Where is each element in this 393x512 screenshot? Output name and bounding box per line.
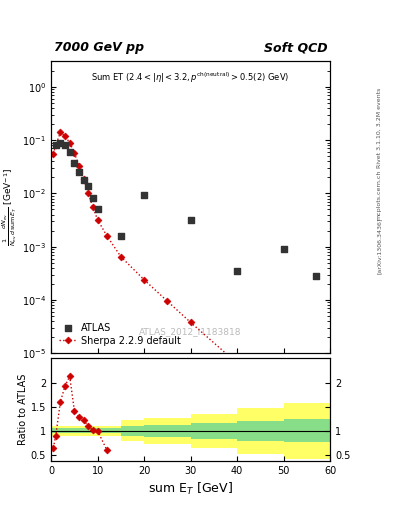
Sherpa 2.2.9 default <box>235 360 239 366</box>
X-axis label: sum E$_T$ [GeV]: sum E$_T$ [GeV] <box>148 481 233 497</box>
Text: mcplots.cern.ch: mcplots.cern.ch <box>377 169 382 220</box>
Text: Soft QCD: Soft QCD <box>264 41 327 54</box>
Sherpa 2.2.9 default <box>281 394 286 400</box>
ATLAS <box>62 141 68 149</box>
ATLAS <box>81 176 87 184</box>
Sherpa 2.2.9 default <box>91 204 95 210</box>
Sherpa 2.2.9 default <box>67 139 72 145</box>
Sherpa 2.2.9 default <box>142 276 147 283</box>
Line: Sherpa 2.2.9 default: Sherpa 2.2.9 default <box>51 130 323 430</box>
Sherpa 2.2.9 default <box>63 133 68 139</box>
Sherpa 2.2.9 default <box>81 176 86 182</box>
Text: Rivet 3.1.10, 3.2M events: Rivet 3.1.10, 3.2M events <box>377 88 382 168</box>
ATLAS <box>118 232 124 240</box>
ATLAS <box>313 272 319 280</box>
Sherpa 2.2.9 default <box>58 130 63 136</box>
ATLAS <box>76 168 82 176</box>
Sherpa 2.2.9 default <box>51 151 56 157</box>
ATLAS <box>53 141 59 149</box>
Text: 7000 GeV pp: 7000 GeV pp <box>54 41 144 54</box>
ATLAS <box>57 138 64 146</box>
ATLAS <box>281 245 287 253</box>
Sherpa 2.2.9 default <box>188 319 193 326</box>
Text: ATLAS_2012_I1183818: ATLAS_2012_I1183818 <box>140 327 242 336</box>
Text: [arXiv:1306.3436]: [arXiv:1306.3436] <box>377 218 382 274</box>
ATLAS <box>94 204 101 212</box>
ATLAS <box>85 182 92 190</box>
Sherpa 2.2.9 default <box>119 253 123 260</box>
Sherpa 2.2.9 default <box>53 142 58 148</box>
Y-axis label: Ratio to ATLAS: Ratio to ATLAS <box>18 374 28 445</box>
ATLAS <box>187 216 194 224</box>
ATLAS <box>234 267 240 275</box>
ATLAS <box>90 194 96 202</box>
Sherpa 2.2.9 default <box>105 233 109 239</box>
Sherpa 2.2.9 default <box>77 163 81 169</box>
ATLAS <box>66 148 73 156</box>
Sherpa 2.2.9 default <box>86 190 91 197</box>
ATLAS <box>71 159 77 167</box>
ATLAS <box>141 190 147 199</box>
Sherpa 2.2.9 default <box>318 424 323 431</box>
Sherpa 2.2.9 default <box>72 150 77 156</box>
Sherpa 2.2.9 default <box>165 298 170 304</box>
Y-axis label: $\frac{1}{N_\mathrm{ev}}\frac{dN_\mathrm{ev}}{d\,\mathrm{sum}\,E_T}$ [GeV$^{-1}$: $\frac{1}{N_\mathrm{ev}}\frac{dN_\mathrm… <box>0 168 19 246</box>
Text: Sum ET $(2.4 < |\eta| < 3.2, p^\mathregular{ch(neutral)} > 0.5(2)\ \mathrm{GeV}): Sum ET $(2.4 < |\eta| < 3.2, p^\mathregu… <box>92 70 290 84</box>
Sherpa 2.2.9 default <box>95 217 100 223</box>
Legend: ATLAS, Sherpa 2.2.9 default: ATLAS, Sherpa 2.2.9 default <box>56 319 184 349</box>
